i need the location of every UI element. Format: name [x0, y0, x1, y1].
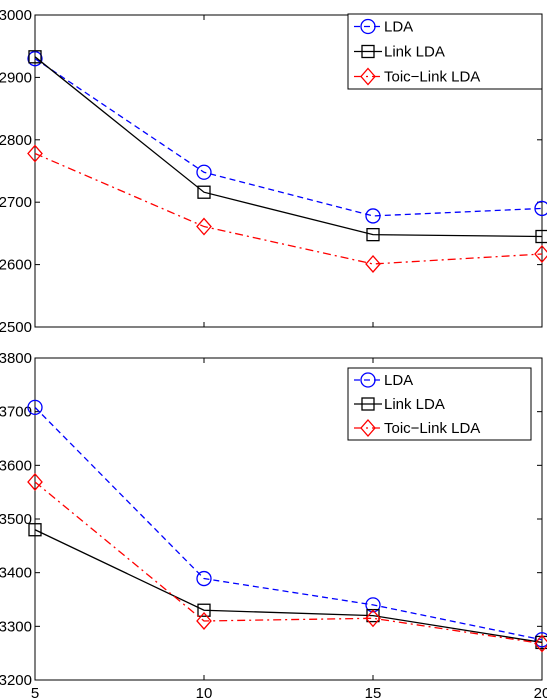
y-tick-label: 2900	[0, 69, 32, 86]
plot-area	[34, 14, 543, 328]
data-point-square	[28, 50, 42, 64]
y-tick-label: 3300	[0, 618, 32, 635]
x-tick-label: 5	[31, 685, 39, 700]
legend-marker-diamond	[360, 419, 376, 437]
data-point-circle	[534, 200, 547, 217]
data-point-diamond	[196, 611, 212, 630]
data-point-diamond	[365, 254, 381, 273]
series-diamond	[27, 472, 547, 653]
y-tick-label: 3500	[0, 511, 32, 528]
series-line	[34, 58, 543, 217]
series-circle	[27, 399, 547, 648]
series-line	[34, 481, 543, 645]
y-tick-label: 3600	[0, 457, 32, 474]
y-tick-label: 3000	[0, 7, 32, 24]
data-point-diamond	[27, 472, 43, 491]
top-chart: 2500 2600 2700 2800 2900 3000 LDA Link LDA Toic−…	[0, 7, 547, 336]
legend-marker-square	[361, 44, 375, 59]
data-point-circle	[534, 632, 547, 648]
legend-label: LDA	[384, 372, 413, 389]
legend-marker-square	[361, 397, 375, 411]
y-tick-label: 2700	[0, 194, 32, 211]
y-tick-label: 2800	[0, 132, 32, 149]
y-tick-label: 3200	[0, 672, 32, 689]
data-point-circle	[196, 164, 212, 180]
bottom-chart: 3200 3300 3400 3500 3600 3700 3800 5 10 15 20 LDA Li…	[0, 350, 547, 700]
x-tick-label: 20	[534, 685, 547, 700]
series-line	[34, 529, 543, 644]
series-square	[28, 523, 547, 650]
data-point-diamond	[27, 144, 43, 163]
data-point-square	[366, 227, 380, 242]
data-point-circle	[27, 399, 43, 416]
x-tick-label: 15	[365, 685, 382, 700]
legend-label: Link LDA	[384, 396, 445, 413]
data-point-square	[535, 229, 547, 244]
y-tick-label: 2500	[0, 319, 32, 336]
legend-label: Toic−Link LDA	[384, 420, 480, 437]
legend-marker-circle	[360, 372, 376, 388]
data-point-square	[197, 603, 211, 617]
series-line	[34, 56, 543, 238]
series-diamond	[27, 144, 547, 273]
legend-label: LDA	[384, 19, 413, 36]
data-point-circle	[27, 51, 43, 67]
legend-label: Toic−Link LDA	[384, 69, 480, 86]
legend-marker-diamond	[360, 67, 376, 86]
x-tick-label: 10	[196, 685, 213, 700]
legend: LDA Link LDA Toic−Link LDA	[347, 367, 532, 441]
y-tick-label: 3700	[0, 404, 32, 421]
data-point-square	[28, 523, 42, 537]
data-point-circle	[196, 570, 212, 587]
y-tick-label: 2600	[0, 257, 32, 274]
series-circle	[27, 51, 547, 224]
series-square	[28, 50, 547, 244]
series-line	[34, 406, 543, 641]
y-tick-label: 3800	[0, 350, 32, 367]
series-line	[34, 152, 543, 265]
legend: LDA Link LDA Toic−Link LDA	[347, 13, 543, 90]
y-tick-label: 3400	[0, 565, 32, 582]
data-point-diamond	[365, 609, 381, 628]
data-point-diamond	[196, 217, 212, 236]
legend-marker-circle	[360, 18, 376, 35]
data-point-square	[197, 185, 211, 199]
legend-label: Link LDA	[384, 44, 445, 61]
data-point-circle	[365, 208, 381, 224]
data-point-circle	[365, 597, 381, 613]
